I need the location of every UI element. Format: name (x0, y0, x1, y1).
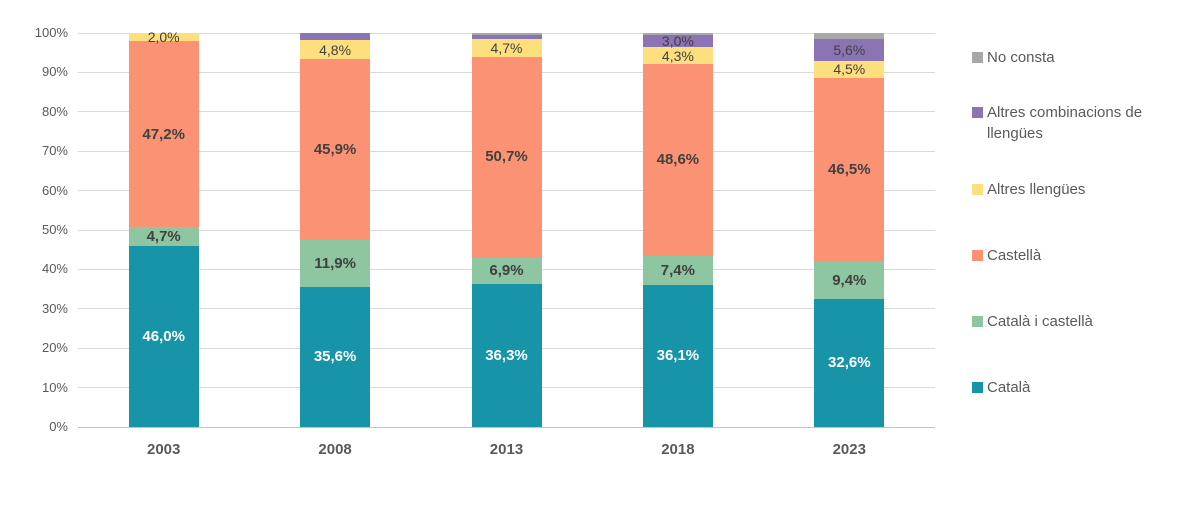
segment-castell--2018: 48,6% (642, 64, 713, 256)
data-label: 3,0% (661, 33, 694, 50)
legend-marker-icon (972, 249, 983, 261)
data-label: 4,7% (490, 39, 523, 56)
data-label: 32,6% (828, 354, 871, 372)
y-tick-label: 60% (41, 182, 68, 198)
data-label: 4,8% (319, 41, 352, 58)
x-axis-line (78, 426, 935, 428)
segment-catal-i-castell--2023: 9,4% (814, 261, 885, 299)
x-tick-label-2008: 2008 (318, 441, 352, 458)
legend-item-catal-i-castell-: Català i castellà (972, 288, 1188, 354)
legend-item-catal-: Català (972, 354, 1188, 420)
segment-altres-lleng-es-2013: 4,7% (471, 38, 542, 58)
plot-area: 46,0% 4,7% 47,2% 2,0% 35,6% 11,9% 45,9% 4,8% 36,… (78, 29, 935, 428)
x-tick-label-2003: 2003 (147, 441, 181, 458)
bar-2023: 32,6% 9,4% 46,5% 4,5% 5,6% (814, 33, 885, 427)
segment-castell--2023: 46,5% (814, 78, 885, 262)
data-label: 7,4% (660, 261, 695, 279)
segment-catal-i-castell--2003: 4,7% (128, 227, 199, 246)
bar-2013: 36,3% 6,9% 50,7% 4,7% (471, 33, 542, 427)
legend-item-castell-: Castellà (972, 222, 1188, 288)
y-tick-label: 20% (41, 340, 68, 356)
segment-altres-combinacions-de-lleng-es-2023: 5,6% (814, 38, 885, 61)
x-tick-label-2018: 2018 (661, 441, 695, 458)
segment-altres-combinacions-de-lleng-es-2018: 3,0% (642, 33, 713, 50)
legend-label: Castellà (987, 246, 1042, 264)
data-label: 36,1% (656, 347, 700, 365)
legend-marker-icon (972, 183, 983, 195)
segment-catal--2013: 36,3% (471, 283, 542, 427)
legend-marker-icon (972, 51, 983, 63)
bar-2018: 36,1% 7,4% 48,6% 4,3% 3,0% (642, 33, 713, 427)
segment-no-consta-2018 (642, 33, 713, 36)
segment-catal--2023: 32,6% (814, 298, 885, 427)
gridline-100 (78, 32, 935, 34)
segment-altres-combinacions-de-lleng-es-2008 (300, 33, 371, 41)
legend-label: Català i castellà (987, 312, 1093, 330)
legend-label: Català (987, 378, 1031, 396)
segment-castell--2003: 47,2% (128, 41, 199, 228)
legend-marker-icon (972, 381, 983, 393)
data-label: 47,2% (142, 125, 185, 143)
data-label: 6,9% (489, 261, 524, 279)
segment-no-consta-2023 (814, 33, 885, 39)
y-tick-label: 70% (41, 143, 68, 159)
legend-marker-icon (972, 315, 983, 327)
data-label: 50,7% (485, 148, 528, 166)
legend-label: Altres combinacions de llengües (987, 104, 1143, 142)
legend-item-altres-lleng-es: Altres llengües (972, 156, 1188, 222)
data-label: 4,5% (833, 61, 866, 78)
segment-catal-i-castell--2008: 11,9% (300, 239, 371, 287)
bar-2008: 35,6% 11,9% 45,9% 4,8% (300, 33, 371, 427)
data-label: 35,6% (313, 348, 357, 366)
y-tick-label: 100% (34, 25, 68, 40)
legend-label: Altres llengües (987, 180, 1086, 198)
segment-catal--2003: 46,0% (128, 245, 199, 427)
segment-castell--2013: 50,7% (471, 57, 542, 257)
y-tick-label: 80% (41, 103, 68, 119)
legend-item-altres-combinacions-de-lleng-es: Altres combinacions de llengües (972, 90, 1188, 156)
segment-altres-lleng-es-2003: 2,0% (128, 29, 199, 46)
legend-label: No consta (987, 48, 1055, 66)
legend: No consta Altres combinacions de llengües… (972, 24, 1188, 420)
segment-altres-lleng-es-2023: 4,5% (814, 60, 885, 79)
y-tick-label: 50% (41, 222, 68, 237)
segment-altres-lleng-es-2018: 4,3% (642, 47, 713, 65)
y-tick-label: 90% (41, 64, 68, 80)
segment-catal--2018: 36,1% (642, 284, 713, 427)
data-label: 5,6% (833, 41, 866, 58)
segment-altres-combinacions-de-lleng-es-2013 (471, 34, 542, 39)
segment-altres-lleng-es-2008: 4,8% (300, 40, 371, 60)
segment-catal-i-castell--2013: 6,9% (471, 256, 542, 284)
data-label: 9,4% (832, 271, 867, 289)
data-label: 45,9% (313, 140, 357, 158)
bar-2003: 46,0% 4,7% 47,2% 2,0% (128, 29, 199, 427)
data-label: 11,9% (314, 254, 356, 272)
y-tick-label: 10% (41, 379, 68, 395)
segment-catal--2008: 35,6% (300, 286, 371, 427)
data-label: 48,6% (656, 151, 700, 169)
legend-marker-icon (972, 107, 983, 118)
data-label: 2,0% (147, 29, 180, 46)
y-tick-label: 30% (41, 300, 68, 316)
segment-no-consta-2013 (471, 33, 542, 35)
data-label: 4,3% (661, 47, 694, 64)
y-tick-label: 40% (41, 261, 68, 277)
data-label: 4,7% (146, 228, 181, 245)
data-label: 36,3% (485, 346, 528, 364)
data-label: 46,5% (828, 161, 871, 179)
data-label: 46,0% (142, 327, 185, 345)
segment-catal-i-castell--2018: 7,4% (642, 255, 713, 285)
x-tick-label-2023: 2023 (832, 441, 866, 458)
y-tick-label: 0% (49, 419, 68, 434)
x-tick-label-2013: 2013 (489, 441, 524, 458)
legend-item-no-consta: No consta (972, 24, 1188, 90)
segment-castell--2008: 45,9% (300, 59, 371, 240)
